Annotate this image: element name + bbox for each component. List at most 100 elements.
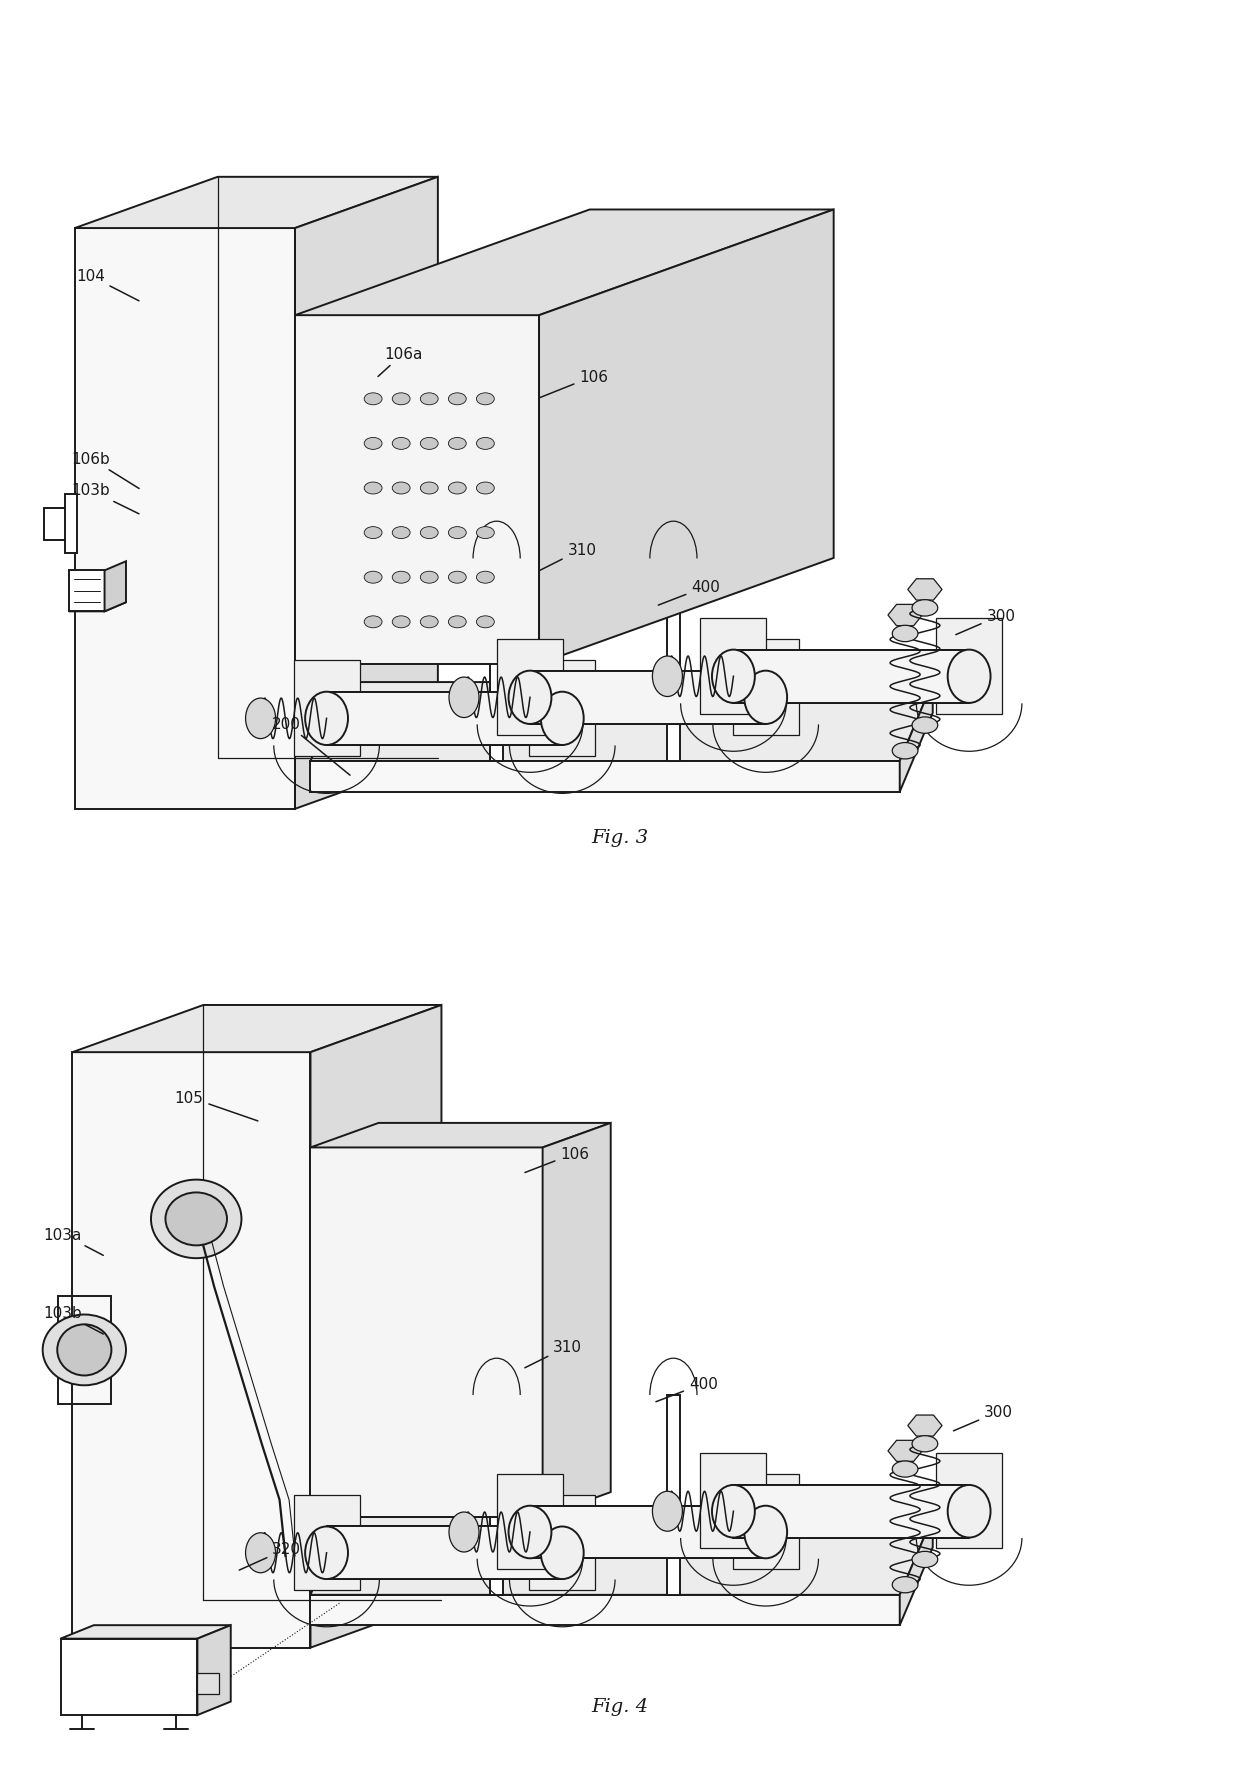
Polygon shape bbox=[733, 651, 970, 704]
Ellipse shape bbox=[476, 482, 495, 495]
Ellipse shape bbox=[392, 438, 410, 450]
Ellipse shape bbox=[165, 1193, 227, 1246]
Polygon shape bbox=[74, 229, 295, 808]
Polygon shape bbox=[310, 683, 932, 762]
Polygon shape bbox=[490, 1395, 503, 1596]
Ellipse shape bbox=[392, 573, 410, 583]
Polygon shape bbox=[197, 1626, 231, 1714]
Polygon shape bbox=[908, 580, 942, 601]
Ellipse shape bbox=[392, 617, 410, 628]
Polygon shape bbox=[888, 605, 923, 626]
Ellipse shape bbox=[246, 1534, 275, 1573]
Ellipse shape bbox=[947, 651, 991, 704]
Polygon shape bbox=[497, 1475, 563, 1569]
Ellipse shape bbox=[893, 1461, 918, 1477]
Ellipse shape bbox=[947, 1486, 991, 1537]
Ellipse shape bbox=[893, 1576, 918, 1592]
Polygon shape bbox=[61, 1626, 231, 1638]
Text: 310: 310 bbox=[539, 543, 596, 571]
Ellipse shape bbox=[365, 438, 382, 450]
Ellipse shape bbox=[365, 527, 382, 539]
Polygon shape bbox=[497, 640, 563, 736]
Ellipse shape bbox=[913, 1436, 937, 1452]
Polygon shape bbox=[936, 619, 1002, 715]
Ellipse shape bbox=[420, 617, 438, 628]
Text: 200: 200 bbox=[273, 716, 350, 777]
Ellipse shape bbox=[420, 482, 438, 495]
Ellipse shape bbox=[893, 626, 918, 642]
Ellipse shape bbox=[744, 672, 787, 725]
Ellipse shape bbox=[508, 1505, 552, 1558]
Ellipse shape bbox=[392, 394, 410, 406]
Polygon shape bbox=[667, 1395, 680, 1596]
Ellipse shape bbox=[246, 699, 275, 739]
Text: 105: 105 bbox=[175, 1090, 258, 1121]
Ellipse shape bbox=[151, 1181, 242, 1259]
Text: 106b: 106b bbox=[71, 452, 139, 489]
Text: 300: 300 bbox=[954, 1404, 1013, 1431]
Ellipse shape bbox=[476, 394, 495, 406]
Polygon shape bbox=[539, 211, 833, 665]
Polygon shape bbox=[733, 1486, 970, 1537]
Ellipse shape bbox=[392, 527, 410, 539]
Polygon shape bbox=[69, 603, 126, 612]
Ellipse shape bbox=[449, 394, 466, 406]
Polygon shape bbox=[295, 177, 438, 808]
Ellipse shape bbox=[57, 1324, 112, 1376]
Ellipse shape bbox=[420, 438, 438, 450]
Ellipse shape bbox=[365, 573, 382, 583]
Ellipse shape bbox=[166, 1665, 186, 1688]
Ellipse shape bbox=[893, 743, 918, 759]
Polygon shape bbox=[72, 1005, 441, 1053]
Text: 103b: 103b bbox=[43, 1305, 103, 1335]
Ellipse shape bbox=[712, 651, 755, 704]
Text: 103b: 103b bbox=[71, 484, 139, 514]
Ellipse shape bbox=[744, 1505, 787, 1558]
Polygon shape bbox=[900, 1518, 932, 1626]
Polygon shape bbox=[908, 1415, 942, 1436]
Ellipse shape bbox=[449, 438, 466, 450]
Text: 103a: 103a bbox=[43, 1227, 103, 1255]
Text: Fig. 3: Fig. 3 bbox=[591, 828, 649, 847]
Ellipse shape bbox=[42, 1316, 126, 1385]
Ellipse shape bbox=[913, 601, 937, 617]
Ellipse shape bbox=[449, 617, 466, 628]
Polygon shape bbox=[310, 762, 900, 793]
Ellipse shape bbox=[392, 482, 410, 495]
Polygon shape bbox=[888, 1440, 923, 1461]
Ellipse shape bbox=[508, 672, 552, 725]
Polygon shape bbox=[326, 1527, 562, 1580]
Polygon shape bbox=[326, 691, 562, 746]
Text: 106: 106 bbox=[539, 369, 609, 399]
Text: 106a: 106a bbox=[378, 348, 423, 378]
Polygon shape bbox=[197, 1674, 218, 1693]
Ellipse shape bbox=[449, 677, 479, 718]
Ellipse shape bbox=[365, 482, 382, 495]
Polygon shape bbox=[543, 1124, 611, 1516]
Polygon shape bbox=[294, 1495, 360, 1590]
Polygon shape bbox=[104, 562, 126, 612]
Polygon shape bbox=[74, 177, 438, 229]
Polygon shape bbox=[310, 1147, 543, 1516]
Ellipse shape bbox=[652, 656, 682, 697]
Polygon shape bbox=[310, 1596, 900, 1626]
Ellipse shape bbox=[365, 394, 382, 406]
Ellipse shape bbox=[476, 573, 495, 583]
Ellipse shape bbox=[305, 691, 348, 746]
Polygon shape bbox=[733, 1475, 799, 1569]
Polygon shape bbox=[294, 660, 360, 757]
Polygon shape bbox=[66, 495, 77, 553]
Text: 310: 310 bbox=[525, 1339, 582, 1369]
Ellipse shape bbox=[476, 438, 495, 450]
Text: 104: 104 bbox=[76, 269, 139, 301]
Text: Fig. 4: Fig. 4 bbox=[591, 1697, 649, 1714]
Ellipse shape bbox=[449, 527, 466, 539]
Polygon shape bbox=[295, 211, 833, 316]
Ellipse shape bbox=[449, 1512, 479, 1551]
Ellipse shape bbox=[420, 527, 438, 539]
Polygon shape bbox=[529, 672, 765, 725]
Polygon shape bbox=[900, 683, 932, 793]
Polygon shape bbox=[667, 558, 680, 762]
Ellipse shape bbox=[449, 482, 466, 495]
Ellipse shape bbox=[913, 1551, 937, 1567]
